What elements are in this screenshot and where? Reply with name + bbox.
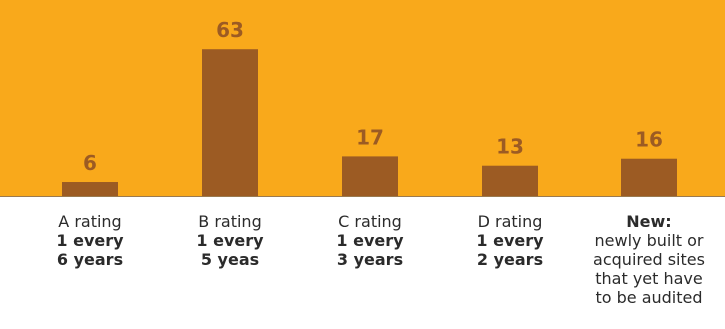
value-label-new: 16: [635, 128, 663, 152]
bar-c-rating: [342, 156, 398, 196]
value-label-c-rating: 17: [356, 125, 384, 149]
value-label-a-rating: 6: [83, 151, 97, 175]
value-label-b-rating: 63: [216, 18, 244, 42]
category-label-line: D rating: [477, 212, 543, 231]
category-label-new: New: newly built or acquired sites that …: [584, 212, 714, 307]
value-label-group: 6 63 17 13 16: [83, 18, 663, 175]
bar-a-rating: [62, 182, 118, 196]
category-label-d-rating: D rating 1 every 2 years: [445, 212, 575, 269]
category-label-line: 2 years: [476, 250, 544, 269]
category-label-line: 1 every: [476, 231, 544, 250]
bar-group: [62, 49, 677, 197]
category-label-b-rating: B rating 1 every 5 yeas: [165, 212, 295, 269]
category-label-line: that yet have: [595, 269, 703, 288]
category-label-line: 1 every: [56, 231, 124, 250]
category-label-line: C rating: [338, 212, 402, 231]
value-label-d-rating: 13: [496, 135, 524, 159]
category-label-line: 5 yeas: [200, 250, 260, 269]
category-label-line: A rating: [58, 212, 122, 231]
bar-d-rating: [482, 165, 538, 196]
category-label-line: 6 years: [56, 250, 124, 269]
category-label-line: 1 every: [336, 231, 404, 250]
category-label-line: newly built or: [594, 231, 704, 250]
bar-chart: 6 63 17 13 16: [0, 0, 725, 197]
category-label-c-rating: C rating 1 every 3 years: [305, 212, 435, 269]
bar-new: [621, 158, 677, 196]
bar-b-rating: [202, 49, 258, 197]
category-label-line: New:: [626, 212, 672, 231]
category-label-line: to be audited: [595, 288, 703, 307]
category-label-line: 1 every: [196, 231, 264, 250]
category-label-line: acquired sites: [593, 250, 705, 269]
category-label-line: 3 years: [336, 250, 404, 269]
category-label-a-rating: A rating 1 every 6 years: [25, 212, 155, 269]
category-label-line: B rating: [198, 212, 262, 231]
